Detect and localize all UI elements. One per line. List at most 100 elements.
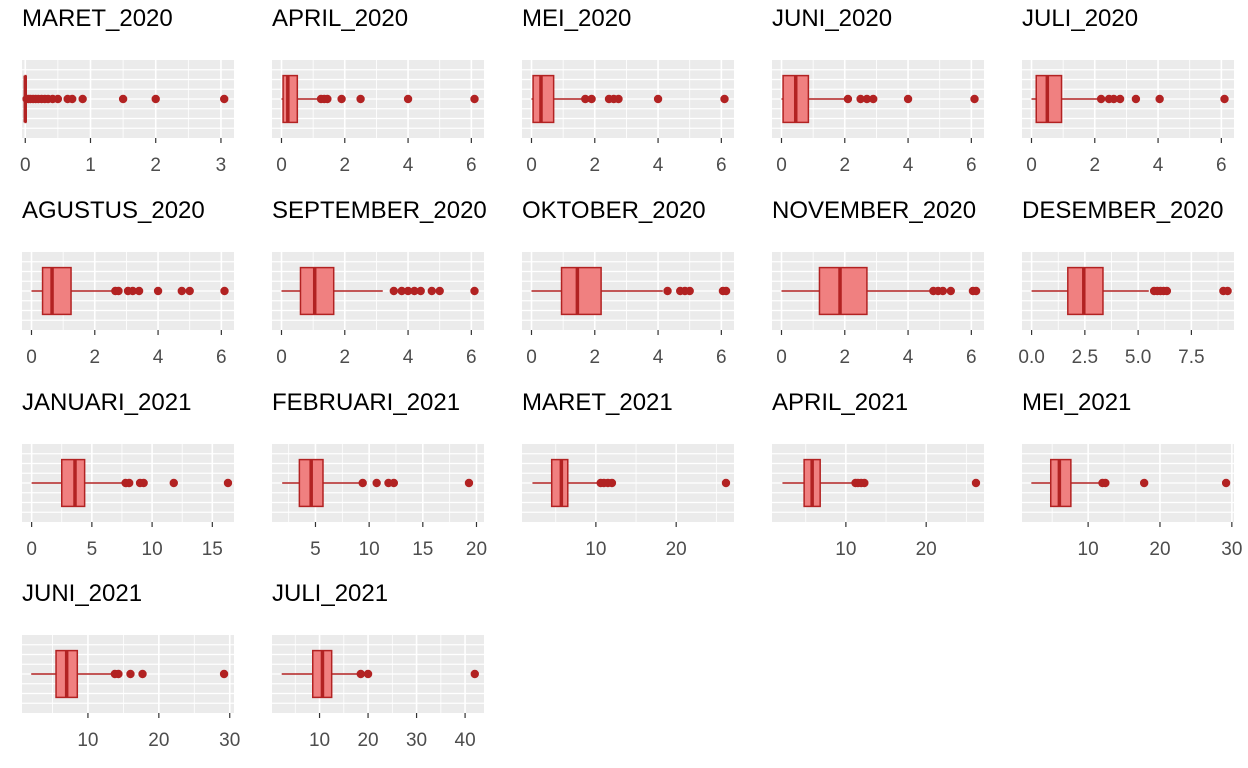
facet-title: FEBRUARI_2021 — [272, 389, 460, 416]
x-tick-label: 5.0 — [1125, 347, 1151, 368]
facet-panel: DESEMBER_2020 0.0 2.5 5.0 7.5 — [1018, 197, 1234, 368]
outlier-point — [971, 286, 981, 296]
x-tick-label: 4 — [653, 347, 664, 368]
outlier-point — [337, 94, 346, 104]
x-tick-label: 10 — [309, 730, 330, 751]
outlier-point — [843, 94, 853, 104]
facet-title: MARET_2021 — [522, 389, 673, 416]
outlier-point — [68, 94, 77, 104]
facet-panel: AGUSTUS_2020 0 2 4 6 — [22, 197, 234, 368]
x-tick-label: 30 — [219, 730, 240, 751]
x-tick-label: 10 — [585, 539, 606, 560]
outlier-point — [607, 478, 617, 488]
facet-title: AGUSTUS_2020 — [22, 197, 205, 224]
outlier-point — [1115, 94, 1125, 104]
outlier-point — [138, 669, 147, 679]
outlier-point — [219, 669, 229, 679]
x-tick-label: 2 — [839, 347, 850, 368]
x-tick-label: 20 — [1149, 539, 1170, 560]
x-tick-label: 10 — [359, 539, 380, 560]
facet-panel: NOVEMBER_2020 0 2 4 6 — [772, 197, 984, 368]
facet-panel: OKTOBER_2020 0 2 4 6 — [522, 197, 734, 368]
x-tick-label: 2 — [589, 347, 600, 368]
x-tick-label: 2 — [839, 155, 850, 176]
outlier-point — [153, 286, 163, 296]
outlier-point — [389, 286, 399, 296]
facet-panel: MEI_2021 10 20 30 — [1022, 389, 1242, 560]
facet-title: JUNI_2021 — [22, 580, 142, 607]
facet-title: SEPTEMBER_2020 — [272, 197, 487, 224]
outlier-point — [1155, 94, 1164, 104]
facet-panel: APRIL_2021 10 20 — [772, 389, 984, 560]
facet-title: JULI_2020 — [1022, 5, 1138, 32]
outlier-point — [410, 286, 419, 296]
x-tick-label: 2 — [339, 155, 350, 176]
x-tick-label: 6 — [466, 155, 477, 176]
x-tick-label: 0 — [1026, 155, 1037, 176]
outlier-point — [1109, 94, 1118, 104]
outlier-point — [938, 286, 948, 296]
x-tick-label: 6 — [216, 347, 227, 368]
x-tick-label: 0 — [776, 155, 787, 176]
outlier-point — [971, 478, 981, 488]
x-tick-label: 4 — [903, 155, 914, 176]
outlier-point — [151, 94, 160, 104]
x-tick-label: 2 — [589, 155, 600, 176]
box-iqr — [560, 266, 602, 316]
x-tick-label: 20 — [666, 539, 687, 560]
x-tick-label: 2 — [150, 155, 161, 176]
outlier-point — [470, 669, 479, 679]
outlier-point — [323, 94, 332, 104]
outlier-point — [653, 94, 663, 104]
facet-panel: JUNI_2021 10 20 30 — [22, 580, 240, 751]
outlier-point — [114, 286, 123, 296]
outlier-point — [860, 478, 869, 488]
outlier-point — [128, 286, 137, 296]
x-tick-label: 4 — [903, 347, 914, 368]
outlier-point — [720, 94, 729, 104]
outlier-point — [470, 286, 479, 296]
outlier-point — [1139, 478, 1149, 488]
x-tick-label: 10 — [835, 539, 856, 560]
outlier-point — [970, 94, 979, 104]
x-tick-label: 5 — [87, 539, 98, 560]
outlier-point — [1220, 94, 1229, 104]
facet-title: APRIL_2020 — [272, 5, 408, 32]
x-tick-label: 0 — [776, 347, 787, 368]
facet-title: NOVEMBER_2020 — [772, 197, 976, 224]
outlier-point — [581, 94, 590, 104]
x-tick-label: 0 — [20, 155, 31, 176]
outlier-point — [78, 94, 87, 104]
x-tick-label: 40 — [455, 730, 476, 751]
outlier-point — [416, 286, 425, 296]
box-iqr — [61, 458, 86, 508]
outlier-point — [223, 478, 233, 488]
outlier-point — [721, 478, 731, 488]
x-tick-label: 4 — [153, 347, 164, 368]
box-iqr — [532, 74, 555, 124]
x-tick-label: 0 — [26, 347, 37, 368]
outlier-point — [177, 286, 186, 296]
outlier-point — [464, 478, 474, 488]
outlier-point — [856, 94, 865, 104]
x-tick-label: 5 — [310, 539, 321, 560]
facet-title: JUNI_2020 — [772, 5, 892, 32]
x-tick-label: 2 — [89, 347, 100, 368]
facet-title: JULI_2021 — [272, 580, 388, 607]
box-iqr — [41, 266, 72, 316]
outlier-point — [118, 94, 128, 104]
outlier-point — [862, 94, 872, 104]
outlier-point — [169, 478, 178, 488]
outlier-point — [53, 94, 63, 104]
x-tick-label: 6 — [1216, 155, 1227, 176]
x-tick-label: 0.0 — [1018, 347, 1044, 368]
outlier-point — [126, 669, 135, 679]
x-tick-label: 2 — [339, 347, 350, 368]
x-tick-label: 0 — [26, 539, 37, 560]
outlier-point — [470, 94, 479, 104]
outlier-point — [721, 286, 731, 296]
outlier-point — [372, 478, 381, 488]
facet-title: MARET_2020 — [22, 5, 173, 32]
x-tick-label: 20 — [916, 539, 937, 560]
